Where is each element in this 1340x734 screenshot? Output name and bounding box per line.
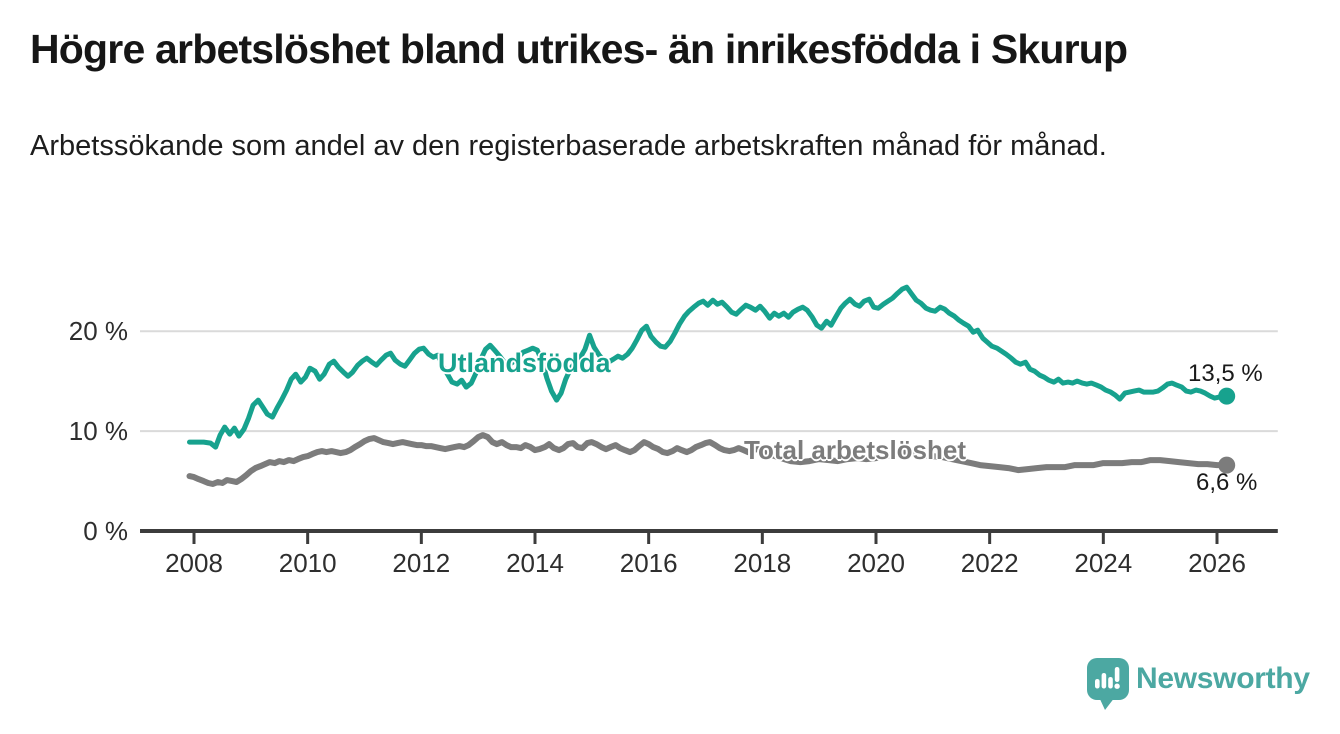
- chart-subtitle: Arbetssökande som andel av den registerb…: [30, 130, 1107, 162]
- x-tick-label: 2012: [392, 548, 451, 578]
- y-tick-label: 0 %: [83, 516, 128, 546]
- y-tick-label: 10 %: [68, 416, 128, 447]
- x-tick-label: 2010: [278, 548, 337, 578]
- chart-title: Högre arbetslöshet bland utrikes- än inr…: [30, 26, 1128, 72]
- series-label-utlandsfodda: Utlandsfödda: [438, 348, 611, 378]
- x-tick-label: 2008: [165, 548, 223, 578]
- x-tick-label: 2020: [847, 548, 905, 578]
- x-tick-label: 2022: [960, 548, 1019, 578]
- end-value-label-utlandsfodda: 13,5 %: [1188, 360, 1263, 387]
- series-label-total-arbetsloshet: Total arbetslöshet: [744, 435, 967, 465]
- x-tick-label: 2018: [733, 548, 792, 578]
- newsworthy-logo-text: Newsworthy: [1136, 662, 1310, 695]
- x-tick-label: 2024: [1074, 548, 1133, 578]
- x-tick-label: 2014: [506, 548, 564, 578]
- y-tick-label: 20 %: [68, 316, 128, 347]
- newsworthy-bar-chart-bubble-icon: [1087, 658, 1129, 710]
- x-tick-label: 2026: [1188, 548, 1246, 578]
- end-value-label-total: 6,6 %: [1196, 469, 1258, 496]
- x-tick-label: 2016: [619, 548, 678, 578]
